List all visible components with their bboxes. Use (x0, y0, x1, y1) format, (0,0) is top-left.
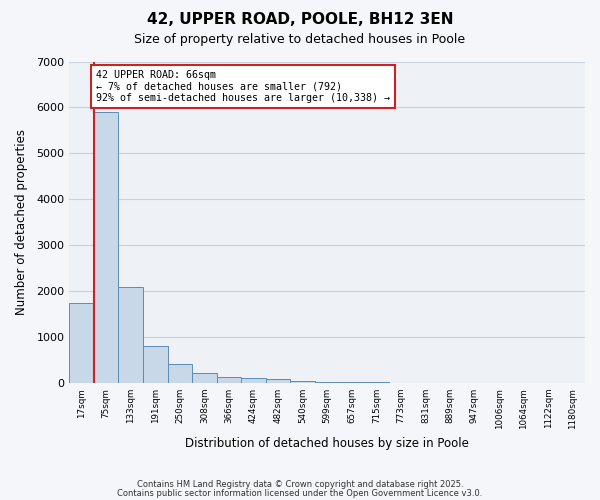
Text: Contains HM Land Registry data © Crown copyright and database right 2025.: Contains HM Land Registry data © Crown c… (137, 480, 463, 489)
Bar (315, 382, 340, 383)
Bar (167, 364, 192, 383)
Bar (241, 378, 266, 383)
Text: 42 UPPER ROAD: 66sqm
← 7% of detached houses are smaller (792)
92% of semi-detac: 42 UPPER ROAD: 66sqm ← 7% of detached ho… (95, 70, 389, 103)
Bar (192, 373, 217, 383)
Bar (94, 112, 118, 383)
Text: Contains public sector information licensed under the Open Government Licence v3: Contains public sector information licen… (118, 488, 482, 498)
Bar (340, 382, 364, 383)
Bar (118, 286, 143, 383)
Y-axis label: Number of detached properties: Number of detached properties (15, 129, 28, 315)
Bar (290, 380, 315, 383)
Bar (217, 378, 241, 383)
X-axis label: Distribution of detached houses by size in Poole: Distribution of detached houses by size … (185, 437, 469, 450)
Text: 42, UPPER ROAD, POOLE, BH12 3EN: 42, UPPER ROAD, POOLE, BH12 3EN (147, 12, 453, 28)
Text: Size of property relative to detached houses in Poole: Size of property relative to detached ho… (134, 32, 466, 46)
Bar (143, 346, 167, 383)
Bar (70, 302, 94, 383)
Bar (266, 380, 290, 383)
